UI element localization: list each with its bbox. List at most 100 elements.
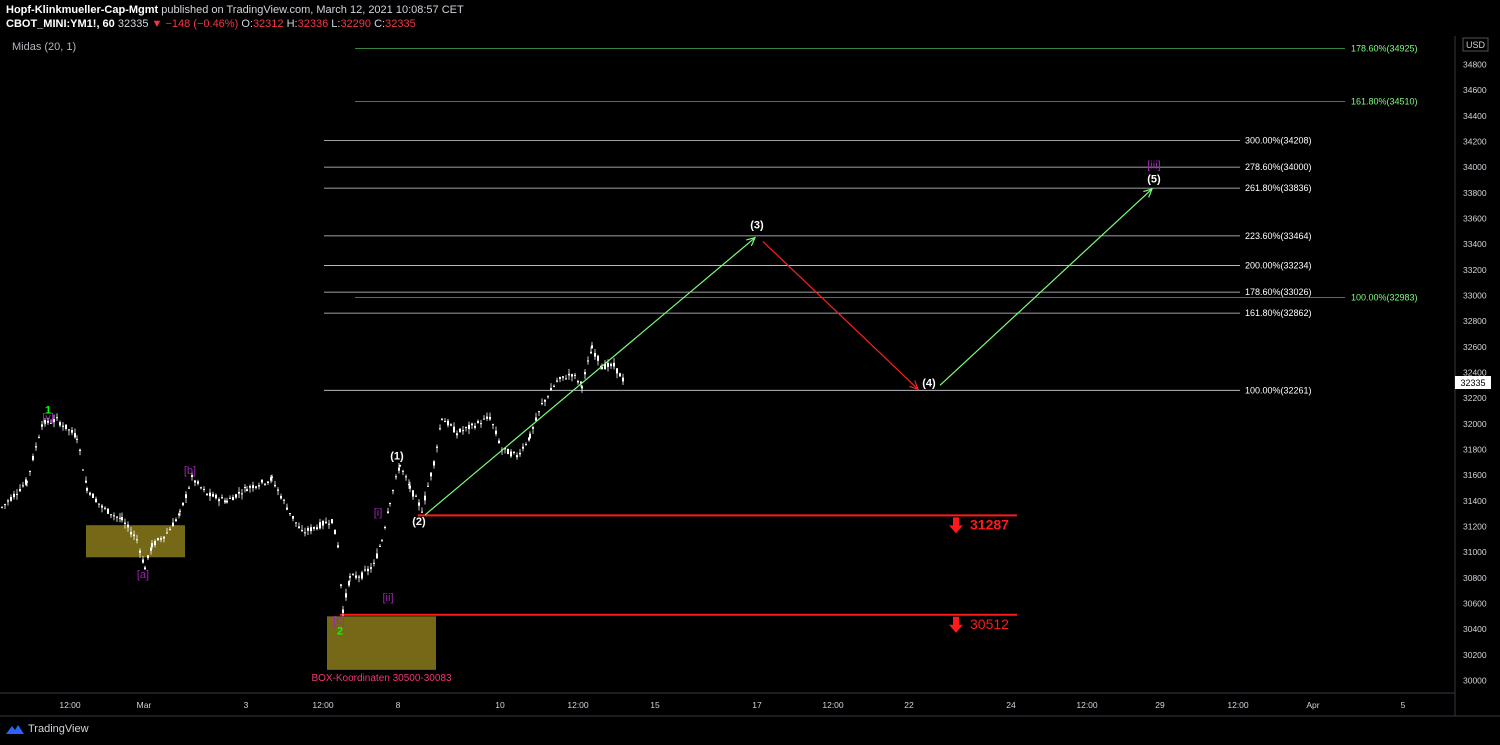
arrow-head-icon (746, 236, 757, 247)
candle-body (594, 352, 596, 357)
candle-body (154, 541, 156, 546)
price-tick-label: 34000 (1463, 162, 1487, 172)
candle-body (489, 416, 491, 420)
wave-label: (1) (390, 451, 404, 463)
candle-body (104, 507, 106, 509)
price-tick-label: 31000 (1463, 547, 1487, 557)
price-tick-label: 30400 (1463, 624, 1487, 634)
time-tick-label: 10 (495, 700, 505, 710)
wave-label: (5) (1147, 174, 1161, 186)
wave-label: [ii] (383, 592, 394, 604)
candle-body (226, 500, 228, 503)
candle-body (556, 380, 558, 382)
candle-body (331, 519, 333, 524)
candle-body (568, 373, 570, 376)
candle-body (82, 469, 84, 471)
candle-body (238, 492, 240, 494)
candle-body (221, 497, 223, 499)
candle-body (352, 574, 354, 576)
candle-body (345, 593, 347, 598)
candle-body (541, 403, 543, 405)
candle-body (166, 532, 168, 534)
candle-body (74, 433, 76, 438)
fib-label-green: 178.60%(34925) (1351, 43, 1418, 53)
candle-body (597, 355, 599, 361)
candle-body (334, 529, 336, 535)
candle-body (444, 421, 446, 423)
fib-label: 261.80%(33836) (1245, 183, 1312, 193)
candle-body (98, 503, 100, 505)
candle-body (439, 428, 441, 430)
candle-body (130, 531, 132, 535)
close-value: 32335 (385, 18, 416, 30)
candle-body (587, 360, 589, 362)
candle-body (95, 498, 97, 503)
candle-body (271, 476, 273, 478)
arrow-head-icon (1143, 187, 1154, 198)
wave-label: [v] (42, 412, 54, 424)
time-tick-label: 3 (244, 700, 249, 710)
candle-body (298, 526, 300, 529)
candle-body (389, 502, 391, 504)
candle-body (622, 377, 624, 382)
candle-body (136, 539, 138, 541)
candle-body (286, 507, 288, 510)
candle-body (79, 449, 81, 452)
candle-body (307, 527, 309, 531)
close-label: C: (374, 18, 386, 30)
time-tick-label: 12:00 (822, 700, 844, 710)
candle-body (465, 427, 467, 429)
candle-body (175, 519, 177, 521)
candle-body (319, 522, 321, 529)
candle-body (44, 420, 46, 425)
time-tick-label: 22 (904, 700, 914, 710)
price-tick-label: 32000 (1463, 419, 1487, 429)
candle-body (510, 451, 512, 457)
time-axis[interactable]: 12:00 Mar 3 12:00 8 10 12:00 15 17 12:00 22 24 12:00… (0, 692, 1500, 717)
candle-body (235, 494, 237, 498)
stop-levels: 31287 30512 (340, 514, 1017, 633)
author-name[interactable]: Hopf-Klinkmueller-Cap-Mgmt (6, 4, 159, 16)
price-tick-label: 34200 (1463, 136, 1487, 146)
indicator-label[interactable]: Midas (20, 1) (12, 41, 76, 53)
wave-label: (3) (750, 220, 764, 232)
candle-body (203, 488, 205, 490)
candle-body (249, 486, 251, 488)
box-zone-label: BOX-Koordinaten 30500-30083 (311, 673, 452, 684)
candle-body (392, 489, 394, 492)
candle-body (349, 576, 351, 578)
candle-body (110, 514, 112, 516)
candle-body (535, 417, 537, 421)
candle-body (459, 428, 461, 432)
candle-body (477, 421, 479, 423)
candle-body (370, 567, 372, 569)
candle-body (92, 493, 94, 499)
candle-body (342, 609, 344, 613)
candle-body (424, 495, 426, 501)
candles (1, 341, 624, 617)
currency-box[interactable] (1462, 37, 1489, 52)
price-axis[interactable]: 30000 30200 30400 30600 30800 31000 31200 31400… (1454, 36, 1487, 716)
candle-body (364, 569, 366, 571)
candle-body (322, 521, 324, 526)
candle-body (10, 496, 12, 501)
time-tick-label: 12:00 (312, 700, 334, 710)
candle-body (447, 420, 449, 426)
candle-body (277, 489, 279, 491)
candle-body (340, 584, 342, 586)
candle-body (4, 504, 6, 506)
candle-body (194, 480, 196, 483)
wave-label: (2) (412, 516, 426, 528)
price-tick-label: 33200 (1463, 265, 1487, 275)
footer-brand[interactable]: TradingView (6, 723, 89, 735)
candle-body (71, 430, 73, 433)
candle-body (436, 446, 438, 448)
wave-label: 1 (45, 405, 51, 417)
candle-body (590, 351, 592, 354)
candle-body (255, 486, 257, 488)
candle-body (601, 367, 603, 370)
candle-body (441, 418, 443, 420)
footer-brand-label: TradingView (28, 723, 89, 735)
candle-body (16, 493, 18, 495)
